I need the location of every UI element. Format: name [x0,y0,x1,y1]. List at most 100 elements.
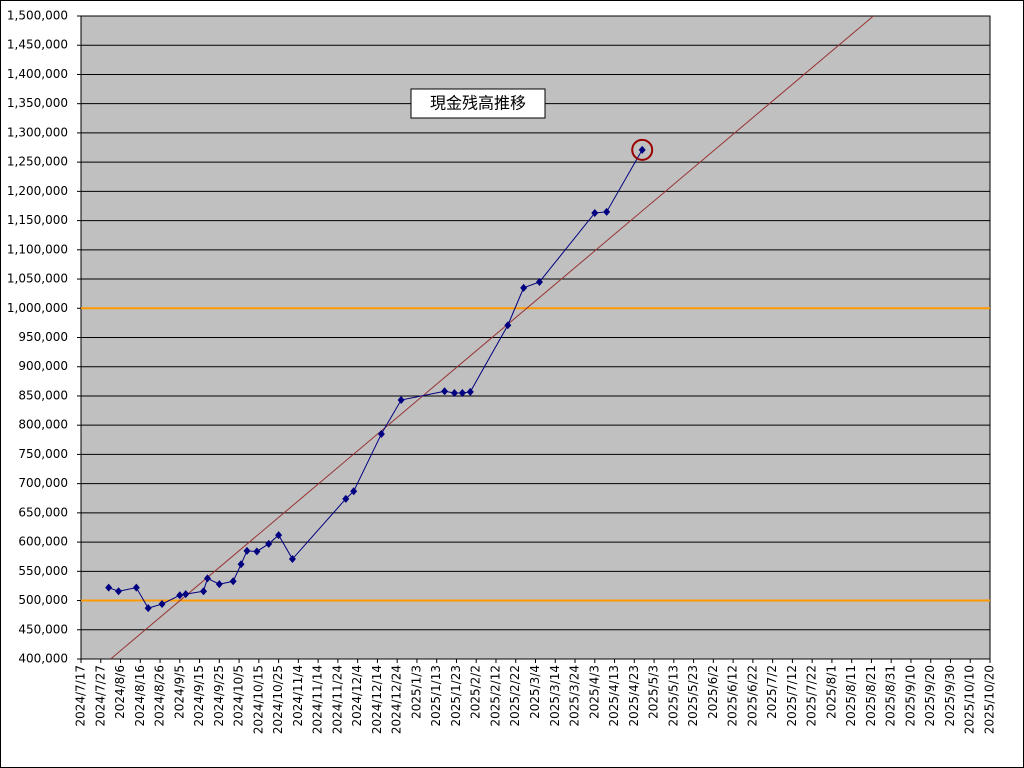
y-tick-label: 1,200,000 [7,184,68,198]
data-point [350,487,358,496]
data-point [158,600,166,609]
data-point [520,283,528,292]
x-tick-label: 2025/7/22 [805,665,819,727]
data-point [275,531,283,540]
data-point [377,429,385,438]
x-tick-label: 2025/8/11 [844,665,858,727]
data-point [265,539,273,548]
data-point [215,580,223,589]
y-tick-label: 700,000 [18,476,68,490]
data-point [397,396,405,405]
data-point [182,590,190,599]
data-point [535,277,543,286]
x-tick-label: 2024/8/16 [133,665,147,727]
x-tick-label: 2025/5/23 [686,665,700,727]
x-tick-label: 2024/9/15 [192,665,206,727]
y-tick-label: 1,450,000 [7,38,68,52]
x-tick-label: 2025/6/22 [745,665,759,727]
x-tick-label: 2024/11/4 [291,665,305,727]
x-tick-label: 2025/2/2 [469,665,483,719]
x-tick-label: 2025/7/2 [765,665,779,719]
x-tick-label: 2025/8/31 [884,665,898,727]
x-tick-label: 2024/8/26 [153,665,167,727]
x-tick-label: 2025/4/13 [607,665,621,727]
data-point [229,577,237,586]
data-point [243,546,251,555]
x-tick-label: 2025/2/22 [508,665,522,727]
data-point [115,587,123,596]
data-point [200,587,208,596]
x-tick-label: 2025/3/14 [548,665,562,727]
x-tick-label: 2025/3/4 [528,665,542,719]
data-point [203,574,211,583]
y-tick-label: 1,400,000 [7,67,68,81]
data-point [288,555,296,564]
y-tick-label: 850,000 [18,388,68,402]
x-tick-label: 2025/10/20 [983,665,997,734]
y-tick-label: 900,000 [18,359,68,373]
data-point [638,145,646,154]
data-point [237,560,245,569]
y-tick-label: 400,000 [18,652,68,666]
x-tick-label: 2024/10/15 [251,665,265,734]
data-point [458,389,466,398]
data-point [132,583,140,592]
data-point [144,604,152,613]
x-tick-label: 2025/1/23 [449,665,463,727]
y-tick-label: 500,000 [18,593,68,607]
x-tick-label: 2024/11/24 [330,665,344,734]
highlight-circle [631,138,654,161]
x-tick-label: 2025/7/12 [785,665,799,727]
x-tick-label: 2025/5/13 [666,665,680,727]
data-point [450,389,458,398]
x-tick-label: 2025/9/10 [903,665,917,727]
x-tick-label: 2025/4/23 [627,665,641,727]
data-point [342,494,350,503]
data-point [504,321,512,330]
x-tick-label: 2025/3/24 [568,665,582,727]
annotation: 現金残高推移 [430,94,526,113]
x-tick-label: 2025/2/12 [488,665,502,727]
y-tick-label: 1,150,000 [7,213,68,227]
y-tick-label: 550,000 [18,564,68,578]
data-point [591,208,599,217]
x-tick-label: 2025/5/3 [647,665,661,719]
data-point [105,583,113,592]
annotation-box [410,88,546,119]
x-tick-label: 2024/11/14 [311,665,325,734]
x-tick-label: 2025/1/13 [429,665,443,727]
y-tick-label: 1,050,000 [7,272,68,286]
y-tick-label: 650,000 [18,505,68,519]
x-tick-label: 2025/4/3 [587,665,601,719]
x-tick-label: 2024/7/27 [93,665,107,727]
x-tick-label: 2024/10/5 [232,665,246,727]
x-tick-label: 2024/12/14 [370,665,384,734]
x-tick-label: 2025/8/21 [864,665,878,727]
y-tick-label: 750,000 [18,447,68,461]
data-point [441,387,449,396]
x-tick-label: 2024/8/6 [113,665,127,719]
data-point [253,547,261,556]
y-tick-label: 950,000 [18,330,68,344]
y-tick-label: 1,000,000 [7,301,68,315]
x-tick-label: 2024/12/24 [390,665,404,734]
x-tick-label: 2025/9/20 [923,665,937,727]
x-tick-label: 2025/8/1 [824,665,838,719]
y-tick-label: 450,000 [18,622,68,636]
x-tick-label: 2024/9/5 [172,665,186,719]
x-tick-label: 2024/7/17 [74,665,88,727]
y-tick-label: 1,350,000 [7,96,68,110]
x-tick-label: 2025/1/3 [409,665,423,719]
x-tick-label: 2025/6/2 [706,665,720,719]
y-tick-label: 600,000 [18,535,68,549]
data-point [176,591,184,600]
x-tick-label: 2024/12/4 [350,665,364,727]
data-point [466,387,474,396]
y-tick-label: 800,000 [18,418,68,432]
x-tick-label: 2025/10/10 [963,665,977,734]
trendline [110,16,874,659]
x-tick-label: 2025/6/12 [726,665,740,727]
x-tick-label: 2025/9/30 [943,665,957,727]
